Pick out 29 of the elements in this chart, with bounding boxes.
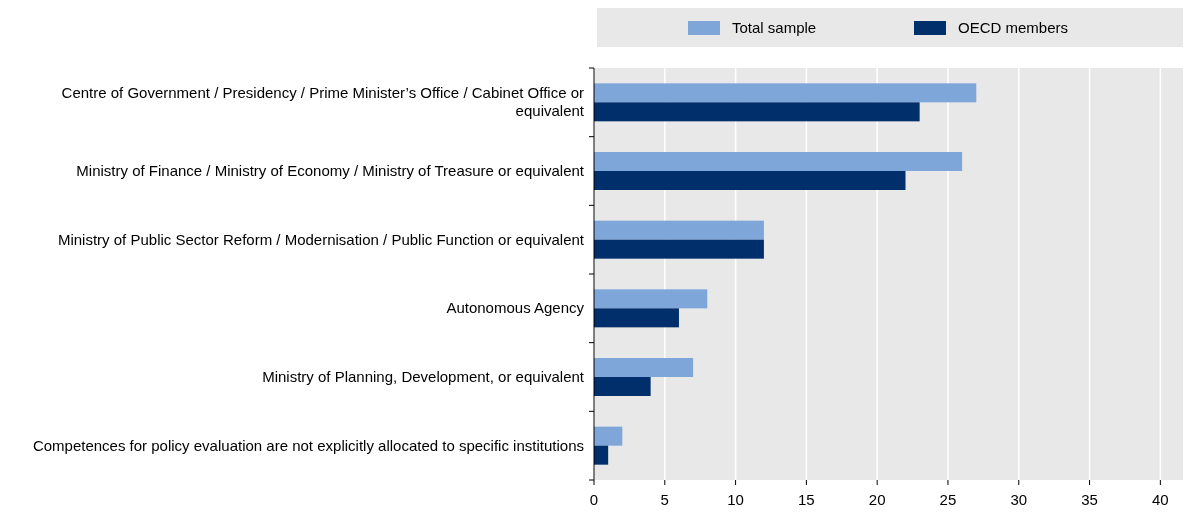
bar — [594, 377, 651, 396]
bar — [594, 171, 906, 190]
legend-label: Total sample — [732, 19, 817, 36]
x-tick-label: 40 — [1152, 491, 1169, 508]
y-tick-label: Autonomous Agency — [446, 299, 585, 317]
x-tick-label: 20 — [868, 491, 886, 508]
y-tick-label: Ministry of Public Sector Reform / Modernisation / Public Function or equivalent — [57, 230, 585, 248]
bar — [594, 83, 977, 103]
bar — [594, 220, 764, 240]
bar — [594, 308, 679, 328]
legend-label: OECD members — [958, 19, 1069, 36]
bar — [594, 152, 963, 171]
x-tick-label: 15 — [798, 491, 815, 508]
bar — [594, 358, 694, 377]
x-tick-label: 0 — [589, 491, 599, 508]
bar — [594, 445, 609, 465]
x-tick-label: 35 — [1081, 491, 1098, 508]
y-tick-label: Competences for policy evaluation are not explicitly allocated to specific institutions — [32, 436, 584, 454]
bar — [594, 426, 623, 446]
x-tick-label: 25 — [939, 491, 957, 508]
y-tick-label: Ministry of Finance / Ministry of Economy / Ministry of Treasure or equivalent — [76, 162, 585, 179]
bar — [594, 239, 764, 259]
y-tick-label: Ministry of Planning, Development, or equivalent — [262, 368, 585, 385]
bar — [594, 102, 920, 122]
x-tick-label: 10 — [727, 491, 744, 508]
x-tick-label: 5 — [660, 491, 669, 508]
x-tick-label: 30 — [1010, 491, 1028, 508]
bar — [594, 289, 708, 309]
y-tick-label: Centre of Government / Presidency / Prime Minister’s Office / Cabinet Office or equivalent — [61, 84, 585, 120]
